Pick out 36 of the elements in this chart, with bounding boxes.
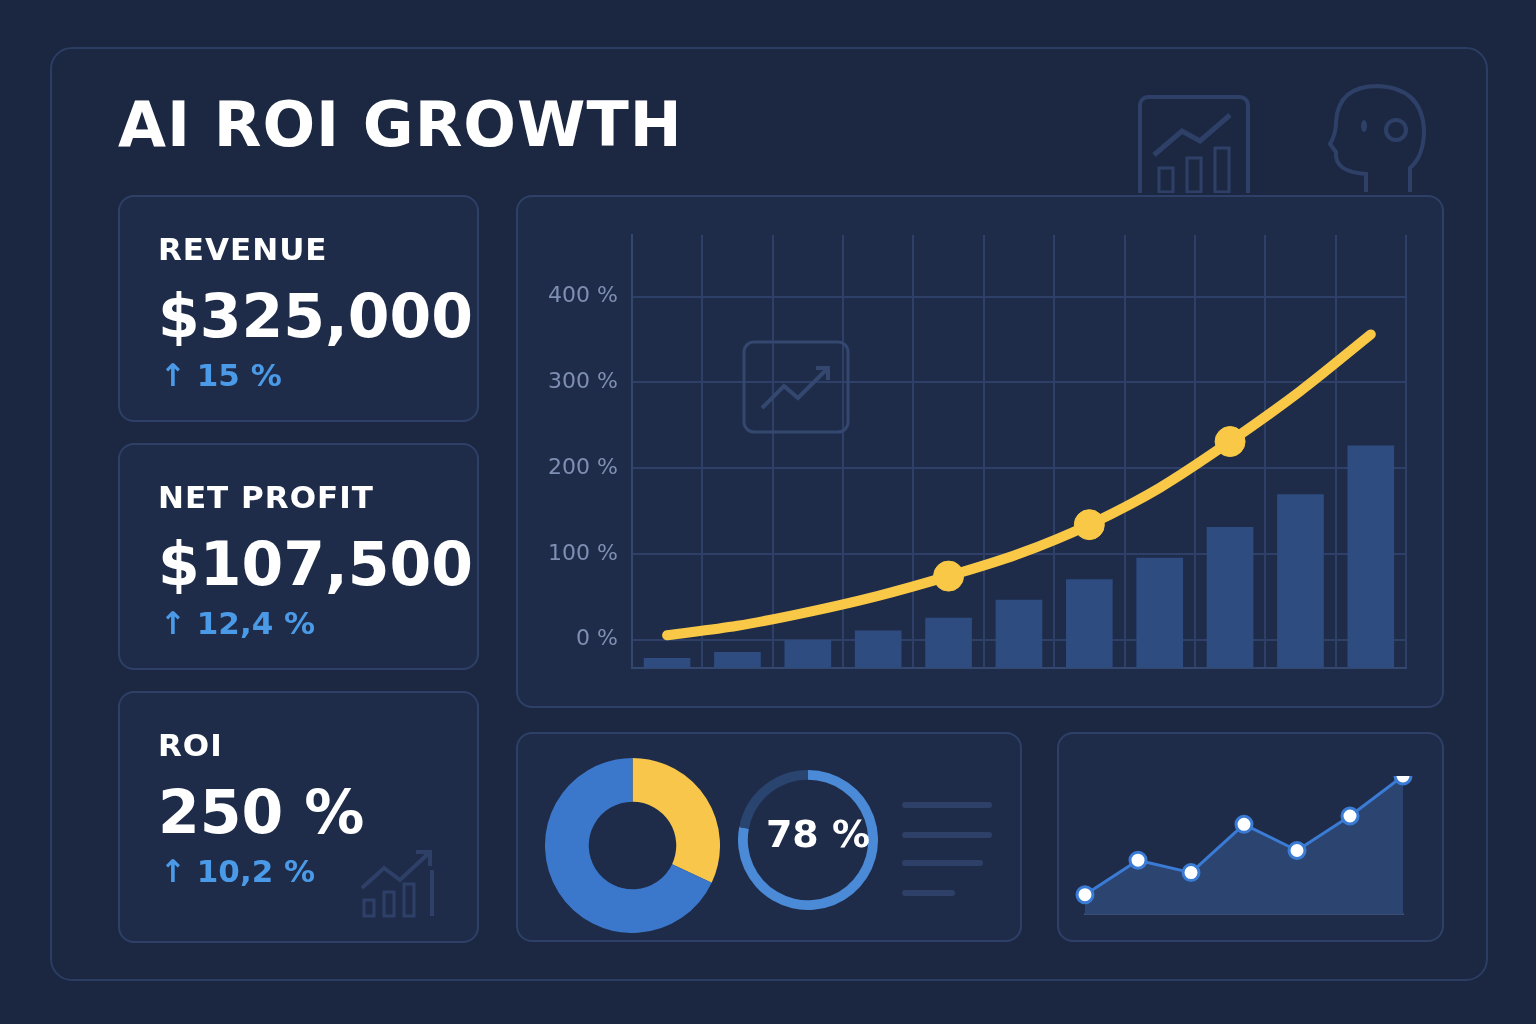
y-tick-label: 0 % (575, 625, 618, 651)
bar (714, 652, 761, 668)
bar (1065, 579, 1113, 668)
text: $107,500 (158, 529, 474, 599)
text: ↑ 10,2 % (160, 853, 316, 889)
text: AI ROI GROWTH (118, 88, 683, 161)
point (1234, 814, 1254, 834)
text: 250 % (158, 777, 365, 847)
bar (784, 640, 832, 668)
point (1181, 863, 1201, 883)
text: 78 % (764, 812, 872, 856)
y-tick-label: 400 % (548, 282, 618, 308)
y-tick-label: 300 % (548, 368, 618, 394)
text: ROI (158, 727, 223, 763)
bar (643, 658, 691, 668)
point (1075, 885, 1095, 905)
text: REVENUE (158, 231, 328, 267)
text: ↑ 12,4 % (160, 605, 316, 641)
bar (925, 617, 972, 668)
point (933, 560, 965, 592)
point (1287, 841, 1307, 861)
point (1214, 426, 1246, 458)
bar (1136, 557, 1184, 668)
bar (854, 630, 902, 668)
text: $325,000 (158, 281, 474, 351)
text: ↑ 15 % (160, 357, 282, 393)
point (1073, 509, 1105, 541)
y-tick-label: 100 % (548, 539, 618, 565)
point (1340, 806, 1360, 826)
y-tick-label: 200 % (548, 453, 618, 479)
bar (1347, 445, 1395, 668)
text: NET PROFIT (158, 479, 374, 515)
point (1128, 850, 1148, 870)
bar (1206, 526, 1254, 668)
bar (1277, 494, 1324, 668)
bar (995, 599, 1043, 668)
